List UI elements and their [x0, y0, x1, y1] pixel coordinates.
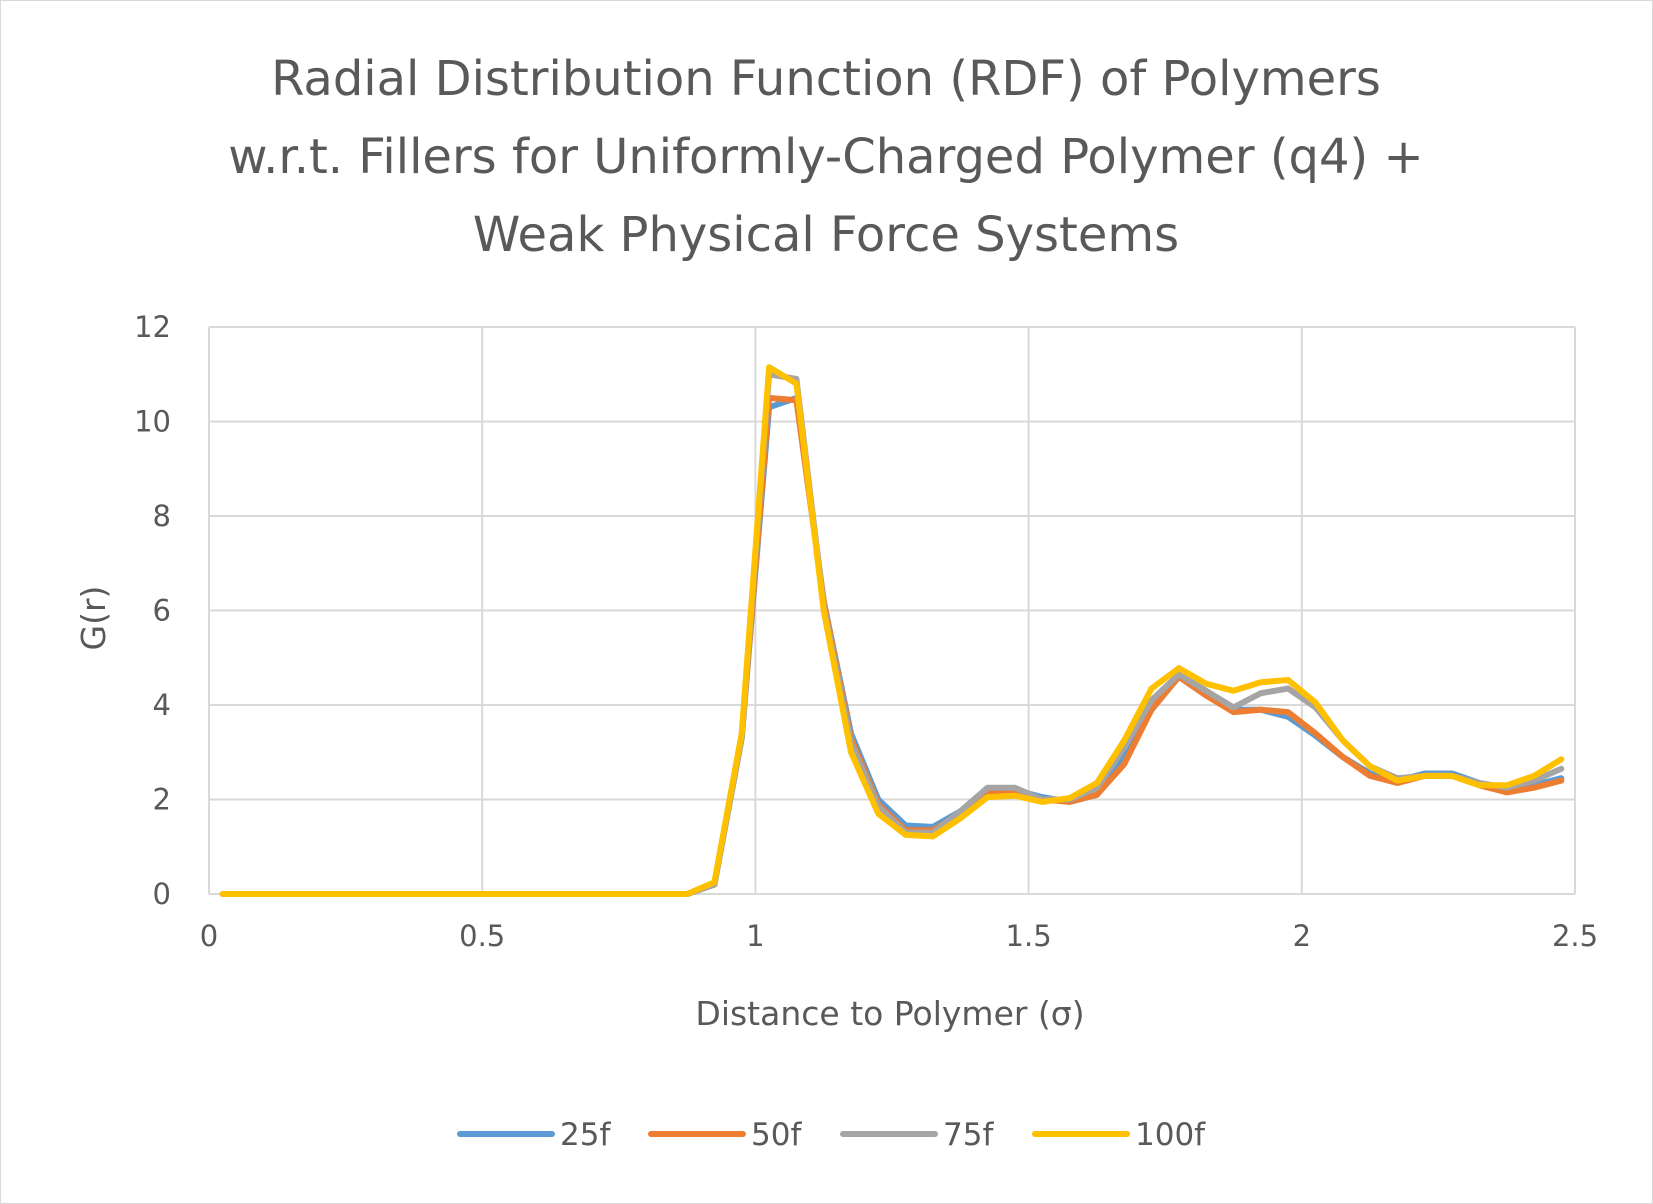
- series-line-75f: [219, 371, 1565, 897]
- y-tick-label-0: 0: [153, 877, 171, 911]
- x-axis-title: Distance to Polymer (σ): [695, 994, 1084, 1033]
- chart-title-line-1: Radial Distribution Function (RDF) of Po…: [271, 51, 1381, 107]
- y-tick-label-2: 4: [153, 688, 171, 722]
- y-tick-label-5: 10: [134, 405, 171, 439]
- x-tick-label-3: 1.5: [1006, 919, 1052, 953]
- y-axis-tick-labels: 0 2 4 6 8 10 12: [134, 310, 171, 911]
- x-tick-label-5: 2.5: [1552, 919, 1598, 953]
- y-tick-label-6: 12: [134, 310, 171, 344]
- chart-title: Radial Distribution Function (RDF) of Po…: [228, 51, 1424, 263]
- y-axis-title: G(r): [74, 586, 113, 651]
- x-tick-label-0: 0: [200, 919, 218, 953]
- x-tick-label-4: 2: [1293, 919, 1311, 953]
- x-tick-label-1: 0.5: [459, 919, 505, 953]
- y-tick-label-1: 2: [153, 783, 171, 817]
- chart-title-line-3: Weak Physical Force Systems: [473, 207, 1179, 263]
- legend-label-75f: 75f: [943, 1117, 994, 1153]
- gridlines: [208, 326, 1576, 894]
- legend-label-100f: 100f: [1135, 1117, 1206, 1153]
- chart-title-line-2: w.r.t. Fillers for Uniformly-Charged Pol…: [228, 129, 1424, 185]
- y-tick-label-3: 6: [153, 594, 171, 628]
- x-tick-label-2: 1: [746, 919, 764, 953]
- series-lines: [219, 364, 1565, 897]
- legend: 25f 50f 75f 100f: [457, 1117, 1206, 1153]
- x-axis-tick-labels: 0 0.5 1 1.5 2 2.5: [200, 919, 1598, 953]
- legend-label-25f: 25f: [560, 1117, 611, 1153]
- y-tick-label-4: 8: [153, 499, 171, 533]
- series-line-100f: [219, 364, 1565, 897]
- legend-label-50f: 50f: [751, 1117, 802, 1153]
